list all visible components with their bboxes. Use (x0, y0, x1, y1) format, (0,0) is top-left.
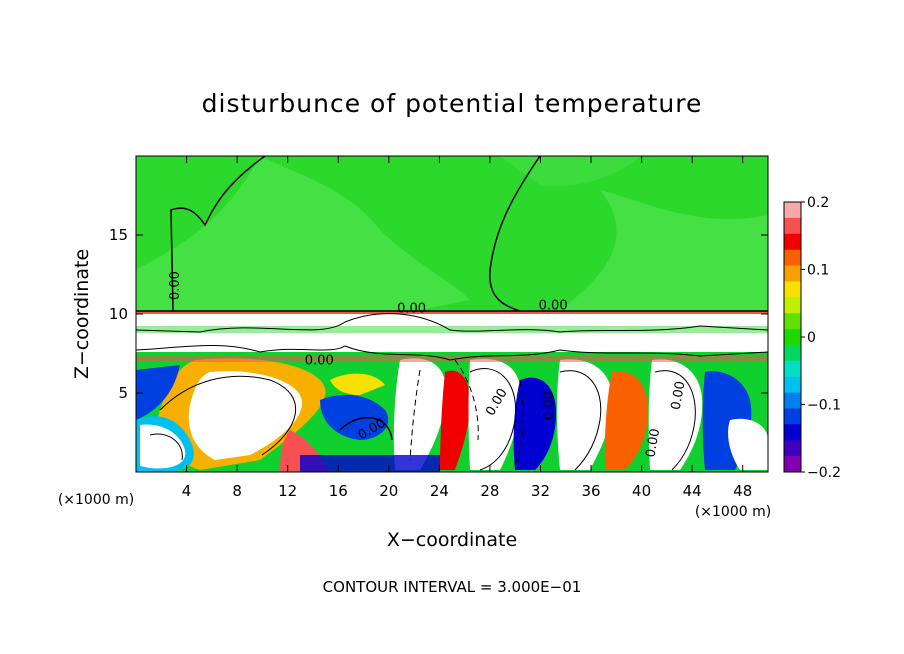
y-tick-label: 15 (109, 226, 128, 244)
x-tick-label: 8 (232, 482, 242, 500)
x-axis-label: X−coordinate (387, 529, 517, 551)
colorbar-cell (784, 281, 801, 298)
colorbar-tick-label: −0.2 (807, 465, 841, 481)
blob-white-3 (393, 358, 446, 470)
y-tick-label: 10 (109, 305, 128, 323)
contour-dashed-2 (454, 359, 479, 441)
x-axis-ticks: 4 8 12 16 20 24 28 32 36 40 44 48 (182, 156, 752, 500)
x-axis-unit-left: (×1000 m) (58, 492, 134, 508)
x-tick-label: 20 (379, 482, 398, 500)
blob-white-7 (728, 418, 768, 470)
colorbar: 0.2 0.1 0 −0.1 −0.2 (783, 195, 841, 481)
x-tick-label: 4 (182, 482, 192, 500)
field-upper-patch-1 (136, 156, 470, 310)
contour-lower-6 (149, 433, 183, 461)
blob-red-2 (440, 370, 470, 470)
colorbar-cell (784, 329, 801, 346)
x-tick-label: 48 (733, 482, 752, 500)
contour-label: 0.00 (168, 271, 183, 300)
blob-white-2 (140, 424, 186, 469)
x-tick-label: 36 (581, 482, 600, 500)
contour-interval-note: CONTOUR INTERVAL = 3.000E−01 (323, 578, 582, 596)
contour-lower-5 (654, 370, 696, 471)
colorbar-cell (784, 249, 801, 267)
colorbar-cell (784, 344, 801, 362)
contour-mid-1 (136, 313, 768, 333)
contour-label: 0.00 (542, 391, 557, 420)
contour-label: 0.00 (643, 427, 663, 458)
contour-label: 0.00 (397, 301, 426, 316)
chart-title: disturbunce of potential temperature (202, 89, 703, 118)
blob-yellow-1 (330, 373, 385, 395)
field-upper-patch-2 (560, 190, 768, 310)
contour-label: 0.00 (539, 298, 568, 313)
colorbar-cell (784, 360, 801, 378)
blob-blue-3 (513, 377, 557, 470)
x-tick-label: 16 (329, 482, 348, 500)
colorbar-tick-label: 0.2 (807, 195, 829, 211)
blob-red-3 (136, 356, 768, 362)
colorbar-cell (784, 456, 801, 473)
blob-blue-5 (300, 455, 440, 472)
colorbar-cell (784, 313, 801, 330)
colorbar-cell (784, 440, 801, 457)
blob-white-6 (648, 359, 703, 470)
colorbar-cell (784, 233, 801, 251)
colorbar-tick-label: 0 (807, 330, 816, 346)
blob-white-1b (188, 371, 302, 460)
contour-lower-3 (469, 368, 517, 471)
x-tick-label: 44 (683, 482, 702, 500)
contour-dashed-1 (409, 369, 421, 461)
field-band-red (136, 311, 768, 314)
contour-lower-4 (559, 370, 602, 471)
field-mid-green (136, 326, 768, 333)
x-tick-label: 24 (430, 482, 449, 500)
contour-lower-1 (159, 375, 297, 456)
x-tick-label: 28 (480, 482, 499, 500)
y-axis-label: Z−coordinate (71, 249, 93, 379)
colorbar-cell (784, 392, 801, 409)
contour-upper-left (170, 156, 266, 312)
contour-lines (136, 156, 768, 471)
field-band-white (136, 311, 768, 318)
colorbar-cell (784, 424, 801, 441)
x-tick-label: 40 (632, 482, 651, 500)
blob-blue-1 (136, 365, 180, 420)
y-tick-label: 5 (118, 384, 128, 402)
contour-lower-2 (339, 416, 393, 441)
y-axis-ticks: 5 10 15 (109, 226, 768, 402)
x-axis-unit-right: (×1000 m) (695, 504, 771, 520)
colorbar-cell (784, 217, 801, 235)
colorbar-tick-label: −0.1 (807, 398, 841, 414)
contour-dashed-3 (514, 379, 524, 466)
contour-label: 0.00 (669, 380, 689, 411)
blob-white-4 (468, 358, 521, 470)
field-mid (136, 318, 768, 356)
blob-white-5 (557, 359, 613, 470)
colorbar-cell (784, 202, 801, 219)
contour-mid-2 (136, 345, 768, 361)
colorbar-cell (784, 408, 801, 425)
colorbar-tick-label: 0.1 (807, 263, 829, 279)
contour-upper-mid (489, 156, 541, 312)
colorbar-cell (784, 376, 801, 394)
x-tick-label: 32 (531, 482, 550, 500)
x-tick-label: 12 (278, 482, 297, 500)
blob-blue-2 (320, 394, 389, 440)
colorbar-cell (784, 265, 801, 282)
blob-orange-1 (604, 371, 648, 470)
contour-label: 0.00 (305, 354, 334, 369)
colorbar-cell (784, 297, 801, 314)
